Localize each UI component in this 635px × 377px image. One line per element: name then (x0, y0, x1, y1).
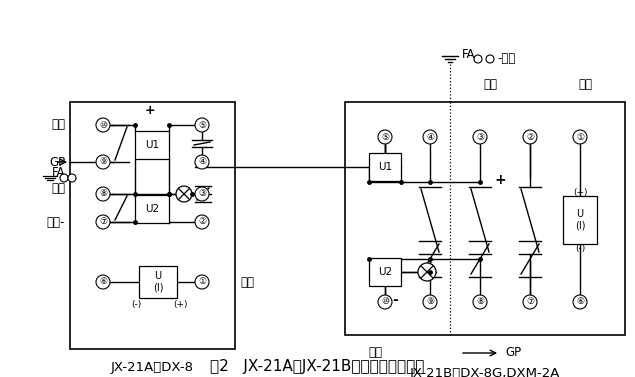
Circle shape (96, 215, 110, 229)
Text: U
(I): U (I) (153, 271, 163, 293)
Text: ⑥: ⑥ (99, 277, 107, 287)
Text: ③: ③ (476, 132, 484, 141)
Text: ⑩: ⑩ (99, 121, 107, 130)
Bar (369, 153, 401, 181)
Text: U1: U1 (378, 162, 392, 172)
Circle shape (473, 295, 487, 309)
Circle shape (195, 155, 209, 169)
Text: U
(I): U (I) (575, 209, 585, 231)
Bar (563, 196, 597, 244)
Circle shape (96, 118, 110, 132)
Text: (-): (-) (575, 244, 585, 253)
Text: +: + (494, 173, 506, 187)
Circle shape (523, 295, 537, 309)
Circle shape (195, 187, 209, 201)
Circle shape (378, 130, 392, 144)
Text: GP: GP (505, 346, 521, 360)
Circle shape (573, 295, 587, 309)
Text: ⑦: ⑦ (526, 297, 534, 307)
Text: ①: ① (576, 132, 584, 141)
Text: JX-21A丽DX-8: JX-21A丽DX-8 (111, 360, 194, 374)
Bar (139, 266, 177, 298)
Circle shape (474, 55, 482, 63)
Text: (+): (+) (173, 299, 187, 308)
Circle shape (378, 295, 392, 309)
Circle shape (573, 130, 587, 144)
Circle shape (60, 174, 68, 182)
Circle shape (96, 275, 110, 289)
Bar (345, 102, 625, 335)
Circle shape (423, 295, 437, 309)
Bar (70, 102, 235, 349)
Circle shape (423, 130, 437, 144)
Circle shape (96, 155, 110, 169)
Text: 电源: 电源 (483, 78, 497, 90)
Text: ③: ③ (198, 190, 206, 199)
Text: ⑤: ⑤ (381, 132, 389, 141)
Text: ⑨: ⑨ (426, 297, 434, 307)
Text: JX-21B丽DX-8G,DXM-2A: JX-21B丽DX-8G,DXM-2A (410, 366, 560, 377)
Circle shape (523, 130, 537, 144)
Circle shape (195, 215, 209, 229)
Text: (+): (+) (573, 187, 587, 196)
Text: 复归: 复归 (51, 181, 65, 195)
Circle shape (418, 263, 436, 281)
Text: +: + (145, 104, 156, 118)
Text: 启动: 启动 (578, 78, 592, 90)
Text: FA: FA (51, 166, 65, 178)
Text: ⑩: ⑩ (381, 297, 389, 307)
Text: U1: U1 (145, 140, 159, 150)
Bar (135, 131, 169, 159)
Text: -: - (392, 293, 398, 307)
Bar (135, 195, 169, 223)
Text: ⑧: ⑧ (99, 190, 107, 199)
Circle shape (195, 275, 209, 289)
Text: 电源: 电源 (51, 118, 65, 132)
Text: (-): (-) (131, 299, 141, 308)
Text: U2: U2 (378, 267, 392, 277)
Text: ④: ④ (426, 132, 434, 141)
Text: 启动: 启动 (240, 276, 254, 288)
Text: ⑤: ⑤ (198, 121, 206, 130)
Text: ④: ④ (198, 158, 206, 167)
Text: ⑧: ⑧ (476, 297, 484, 307)
Circle shape (176, 186, 192, 202)
Circle shape (473, 130, 487, 144)
Text: 电源-: 电源- (46, 216, 65, 228)
Text: ②: ② (198, 218, 206, 227)
Text: 图2   JX-21A、JX-21B接线图（正视图）: 图2 JX-21A、JX-21B接线图（正视图） (210, 360, 425, 374)
Circle shape (195, 118, 209, 132)
Text: GP: GP (49, 155, 65, 169)
Circle shape (96, 187, 110, 201)
Text: ⑥: ⑥ (576, 297, 584, 307)
Text: ①: ① (198, 277, 206, 287)
Bar (369, 258, 401, 286)
Text: ⑨: ⑨ (99, 158, 107, 167)
Text: -复归: -复归 (497, 52, 516, 66)
Text: FA: FA (462, 48, 476, 60)
Circle shape (68, 174, 76, 182)
Text: ⑦: ⑦ (99, 218, 107, 227)
Text: U2: U2 (145, 204, 159, 214)
Text: 电源: 电源 (368, 346, 382, 360)
Circle shape (486, 55, 494, 63)
Text: ②: ② (526, 132, 534, 141)
